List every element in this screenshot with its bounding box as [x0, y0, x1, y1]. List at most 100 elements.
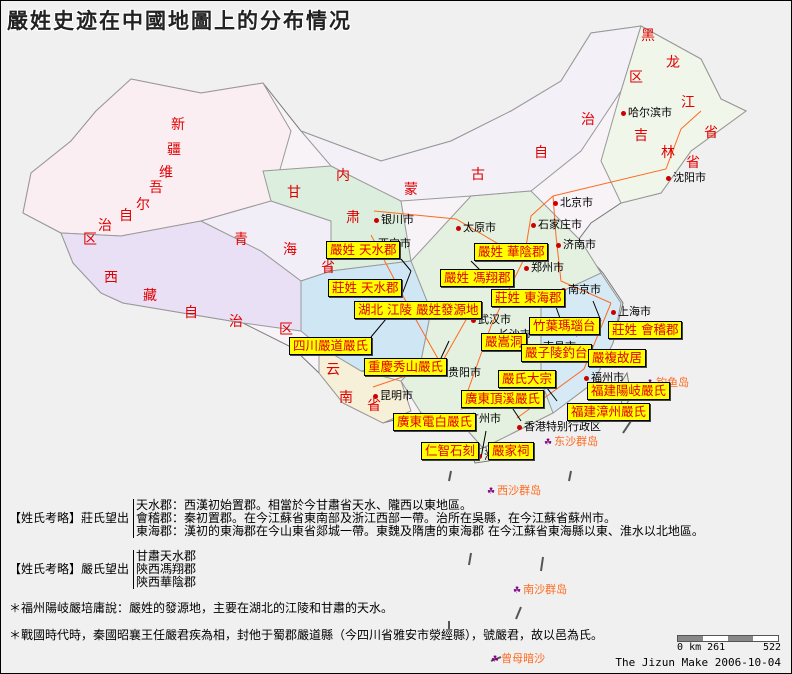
- site-label[interactable]: 嚴姓 馮翔郡: [440, 269, 515, 287]
- city-name: 香港特别行政区: [524, 420, 601, 433]
- province-label: 西: [104, 270, 118, 286]
- city-dot-icon: [621, 110, 626, 116]
- province-label: 疆: [167, 142, 181, 158]
- site-label[interactable]: 嚴姓 華陰郡: [474, 243, 549, 261]
- province-label: 藏: [143, 288, 157, 304]
- city-label: 郑州市: [524, 259, 564, 275]
- label-leader-lines: [370, 258, 602, 459]
- city-name: 哈尔滨市: [628, 106, 672, 119]
- province-label: 自: [184, 305, 198, 321]
- city-name: 上海市: [618, 305, 651, 318]
- city-label: 济南市: [556, 236, 596, 252]
- city-label: 太原市: [456, 219, 496, 235]
- scale-unit: km: [689, 642, 702, 653]
- city-name: 南京市: [568, 283, 601, 296]
- island-icon: ☘: [544, 438, 553, 448]
- city-name: 银川市: [381, 213, 414, 226]
- scale-bar: 0 km 261 522: [677, 635, 781, 653]
- city-name: 贵阳市: [448, 366, 481, 379]
- site-label[interactable]: 嚴姓 天水郡: [326, 241, 401, 259]
- site-label[interactable]: 莊姓 會稽郡: [608, 321, 683, 339]
- city-label: 银川市: [374, 211, 414, 227]
- island-label: ☘ 东沙群岛: [544, 433, 598, 449]
- province-label: 省: [321, 260, 335, 276]
- island-label: ☘ 西沙群岛: [487, 482, 541, 498]
- site-label[interactable]: 四川嚴道嚴氏: [289, 337, 373, 355]
- zhuang-origin-note: 【姓氏考略】莊氏望出 天水郡：西漢初始置郡。相當於今甘肅省天水、隴西以東地區。 …: [9, 499, 704, 538]
- site-label[interactable]: 仁智石刻: [421, 442, 480, 460]
- province-label: 新: [171, 117, 185, 133]
- site-label[interactable]: 竹葉瑪瑙台: [529, 317, 600, 335]
- site-label[interactable]: 廣東電白嚴氏: [393, 413, 477, 431]
- city-dot-icon: [611, 309, 616, 315]
- scale-mid: 261: [707, 642, 726, 653]
- province-label: 江: [681, 95, 695, 111]
- city-dot-icon: [374, 217, 379, 223]
- site-label[interactable]: 嚴子陵釣台: [521, 344, 592, 362]
- province-label: 区: [279, 322, 293, 338]
- province-label: 区: [629, 70, 643, 86]
- site-label[interactable]: 湖北 江陵 嚴姓發源地: [354, 301, 483, 319]
- province-label: 青: [234, 232, 248, 248]
- province-label: 自: [534, 145, 548, 161]
- site-label[interactable]: 福建陽岐嚴氏: [587, 382, 671, 400]
- site-label[interactable]: 嚴家祠: [488, 442, 534, 460]
- city-label: 上海市: [611, 303, 651, 319]
- province-label: 云: [326, 362, 340, 378]
- scale-bar-graphic: [677, 635, 779, 642]
- city-dot-icon: [666, 175, 671, 181]
- island-label: ☘ 南沙群岛: [513, 581, 567, 597]
- site-label[interactable]: 重慶秀山嚴氏: [364, 358, 448, 376]
- city-label: 昆明市: [373, 387, 413, 403]
- yan-prefix: 【姓氏考略】嚴氏望出: [9, 562, 130, 576]
- site-label[interactable]: 福建漳州嚴氏: [567, 403, 651, 421]
- site-label[interactable]: 嚴氏大宗: [498, 370, 557, 388]
- province-label: 古: [471, 167, 485, 183]
- island-icon: ☘: [487, 487, 496, 497]
- region-tibet: [60, 220, 302, 332]
- zhuang-prefix: 【姓氏考略】莊氏望出: [9, 511, 130, 525]
- island-label: ☘ 曾母暗沙: [491, 650, 545, 666]
- city-name: 福州市: [591, 371, 624, 384]
- site-label[interactable]: 莊姓 天水郡: [328, 279, 403, 297]
- city-name: 沈阳市: [673, 171, 706, 184]
- city-name: 武汉市: [478, 313, 511, 326]
- island-name: 西沙群岛: [497, 484, 542, 497]
- credit: The Jizun Make 2006-10-04: [615, 656, 781, 669]
- province-label: 黑: [641, 28, 655, 44]
- province-label: 省: [367, 398, 381, 414]
- province-label: 区: [83, 232, 97, 248]
- island-name: 东沙群岛: [554, 435, 599, 448]
- province-label: 蒙: [404, 182, 418, 198]
- island-icon: ☘: [491, 655, 500, 665]
- province-label: 吾: [149, 180, 163, 196]
- island-name: 曾母暗沙: [501, 652, 546, 665]
- yan-line: 甘肅天水郡: [136, 549, 197, 563]
- site-label[interactable]: 嚴複故居: [588, 349, 647, 367]
- province-label: 治: [98, 218, 112, 234]
- province-label: 肃: [346, 210, 360, 226]
- city-dot-icon: [553, 200, 558, 206]
- city-name: 昆明市: [380, 389, 413, 402]
- city-dot-icon: [524, 265, 529, 271]
- island-name: 南沙群岛: [523, 583, 568, 596]
- city-dot-icon: [531, 222, 536, 228]
- city-name: 郑州市: [531, 261, 564, 274]
- city-label: 石家庄市: [531, 216, 582, 232]
- yan-line: 陝西馮翔郡: [136, 562, 197, 576]
- province-label: 治: [229, 314, 243, 330]
- site-label[interactable]: 廣東頂溪嚴氏: [461, 390, 545, 408]
- site-label[interactable]: 嚴嵩洞: [481, 333, 527, 351]
- province-label: 龙: [666, 55, 680, 71]
- map-title: 嚴姓史迹在中國地圖上的分布情况: [7, 9, 352, 33]
- city-label: 哈尔滨市: [621, 104, 672, 120]
- city-dot-icon: [556, 242, 561, 248]
- island-icon: ☘: [513, 586, 522, 596]
- city-dot-icon: [456, 225, 461, 231]
- city-name: 广州市: [468, 412, 501, 425]
- city-dot-icon: [477, 453, 482, 459]
- site-label[interactable]: 莊姓 東海郡: [491, 289, 566, 307]
- province-label: 维: [159, 165, 173, 181]
- province-label: 尔: [136, 197, 150, 213]
